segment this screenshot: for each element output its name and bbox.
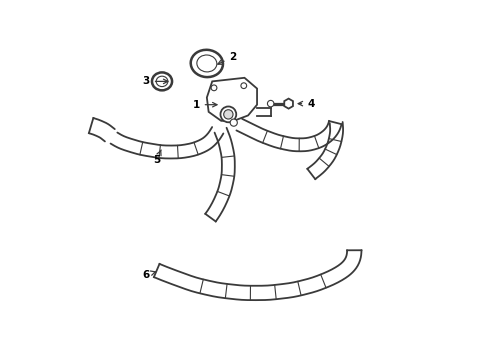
Ellipse shape [152, 72, 172, 90]
Text: 1: 1 [192, 100, 217, 110]
Circle shape [267, 100, 273, 107]
Polygon shape [205, 128, 234, 221]
Ellipse shape [156, 76, 167, 87]
Circle shape [220, 107, 236, 122]
Circle shape [211, 85, 217, 91]
Circle shape [223, 110, 233, 119]
Polygon shape [284, 99, 292, 109]
Polygon shape [206, 78, 257, 121]
Polygon shape [257, 108, 271, 116]
Polygon shape [236, 119, 341, 151]
Text: 4: 4 [298, 99, 314, 109]
Circle shape [230, 119, 237, 126]
Polygon shape [89, 118, 115, 141]
Ellipse shape [197, 55, 216, 72]
Text: 5: 5 [153, 150, 161, 165]
Polygon shape [110, 127, 223, 158]
Text: 2: 2 [217, 52, 236, 64]
Ellipse shape [190, 50, 223, 77]
Polygon shape [154, 250, 361, 300]
Text: 3: 3 [142, 76, 167, 86]
Circle shape [241, 83, 246, 89]
Text: 6: 6 [142, 270, 155, 280]
Polygon shape [307, 122, 343, 179]
